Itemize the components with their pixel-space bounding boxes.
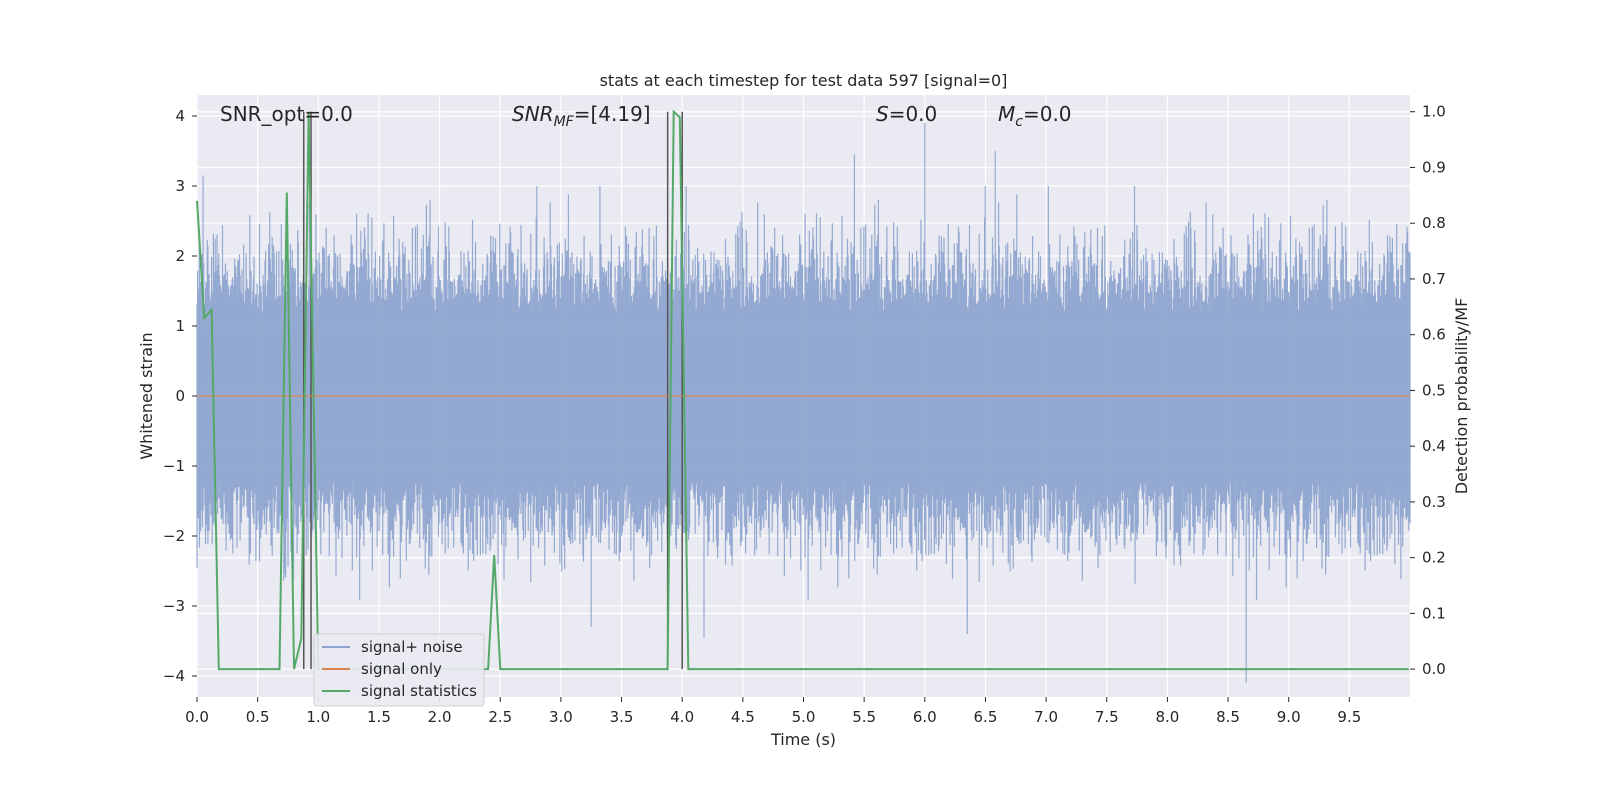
y-axis-label-left: Whitened strain xyxy=(137,332,156,459)
y-left-tick-label: −2 xyxy=(163,527,185,545)
annotation-mc: Mc=0.0 xyxy=(998,102,1072,130)
statistics-series xyxy=(196,109,1409,671)
y-axis-label-right: Detection probability/MF xyxy=(1452,298,1471,495)
x-tick-label: 9.0 xyxy=(1277,708,1301,726)
y-right-tick-label: 0.9 xyxy=(1422,158,1446,176)
y-right-tick-label: 0.4 xyxy=(1422,437,1446,455)
y-right-tick-label: 0.8 xyxy=(1422,214,1446,232)
y-right-tick-label: 0.6 xyxy=(1422,326,1446,344)
x-tick-label: 8.0 xyxy=(1155,708,1179,726)
annotation-snr-opt: SNR_opt=0.0 xyxy=(220,102,353,126)
annotation-snr-mf-value: =[4.19] xyxy=(574,102,651,126)
y-left-tick-label: 0 xyxy=(175,387,185,405)
y-left-tick-label: 4 xyxy=(175,107,185,125)
annotation-s-var: S xyxy=(876,102,889,126)
x-tick-label: 7.5 xyxy=(1095,708,1119,726)
annotation-mc-value: =0.0 xyxy=(1023,102,1072,126)
x-tick-label: 2.0 xyxy=(428,708,452,726)
x-tick-label: 4.5 xyxy=(731,708,755,726)
legend-label-statistics: signal statistics xyxy=(361,682,477,700)
annotation-s: S=0.0 xyxy=(876,102,937,126)
legend-label-signal-only: signal only xyxy=(361,660,442,678)
x-tick-label: 7.0 xyxy=(1034,708,1058,726)
annotation-mc-var: M xyxy=(998,102,1015,126)
x-axis-label: Time (s) xyxy=(770,730,836,749)
x-tick-label: 6.0 xyxy=(913,708,937,726)
y-left-tick-label: 3 xyxy=(175,177,185,195)
legend: signal+ noise signal only signal statist… xyxy=(313,633,485,707)
y-left-tick-label: −4 xyxy=(163,667,185,685)
x-tick-label: 3.5 xyxy=(610,708,634,726)
x-tick-label: 1.5 xyxy=(367,708,391,726)
x-tick-label: 5.0 xyxy=(792,708,816,726)
y-left-tick-label: −1 xyxy=(163,457,185,475)
y-left-tick-label: 2 xyxy=(175,247,185,265)
x-tick-label: 9.5 xyxy=(1337,708,1361,726)
annotation-mc-sub: c xyxy=(1015,114,1023,130)
y-right-tick-label: 0.0 xyxy=(1422,660,1446,678)
y-right-tick-label: 1.0 xyxy=(1422,103,1446,121)
y-left-tick-label: −3 xyxy=(163,597,185,615)
y-left-tick-label: 1 xyxy=(175,317,185,335)
y-right-tick-label: 0.1 xyxy=(1422,604,1446,622)
x-tick-label: 6.5 xyxy=(974,708,998,726)
annotation-snr-mf-base: SNR xyxy=(512,102,554,126)
y-right-tick-label: 0.3 xyxy=(1422,493,1446,511)
x-tick-label: 5.5 xyxy=(852,708,876,726)
y-right-tick-label: 0.5 xyxy=(1422,381,1446,399)
x-tick-label: 2.5 xyxy=(488,708,512,726)
chart-title: stats at each timestep for test data 597… xyxy=(600,71,1008,90)
legend-box xyxy=(313,633,485,707)
annotation-snr-mf: SNRMF=[4.19] xyxy=(512,102,651,130)
x-tick-label: 0.5 xyxy=(246,708,270,726)
x-tick-label: 4.0 xyxy=(670,708,694,726)
y-right-tick-label: 0.2 xyxy=(1422,549,1446,567)
x-tick-label: 0.0 xyxy=(185,708,209,726)
annotation-snr-mf-sub: MF xyxy=(554,114,575,130)
axes: 0.0 0.5 1.0 1.5 2.0 2.5 3.0 3.5 4.0 4.5 5.0 5.5 6.0 6… xyxy=(163,103,1446,726)
x-tick-label: 1.0 xyxy=(306,708,330,726)
legend-label-noise: signal+ noise xyxy=(361,638,463,656)
x-tick-label: 8.5 xyxy=(1216,708,1240,726)
statistics-line xyxy=(196,109,1409,671)
y-right-tick-label: 0.7 xyxy=(1422,270,1446,288)
x-tick-label: 3.0 xyxy=(549,708,573,726)
annotation-s-value: =0.0 xyxy=(889,102,938,126)
